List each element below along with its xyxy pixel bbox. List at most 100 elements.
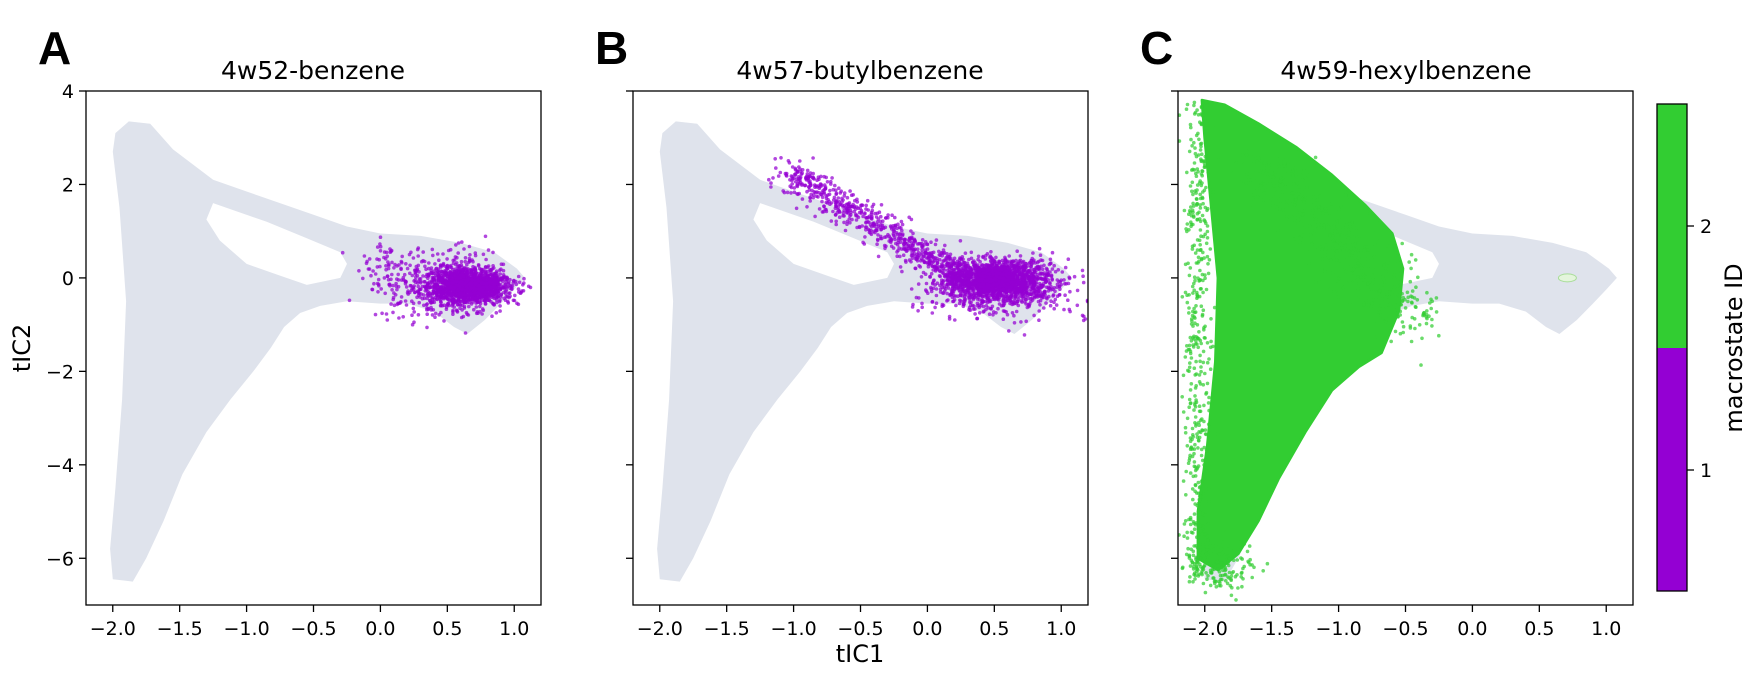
scatter-point <box>1049 288 1053 292</box>
scatter-point <box>972 264 977 268</box>
scatter-point <box>875 237 880 242</box>
scatter-point <box>508 291 512 295</box>
scatter-point <box>397 316 401 320</box>
scatter-point <box>899 219 904 224</box>
scatter-point <box>501 268 506 273</box>
scatter-point <box>472 272 476 277</box>
scatter-point <box>390 260 394 265</box>
scatter-point <box>1017 286 1021 291</box>
scatter-point <box>483 234 488 239</box>
scatter-point <box>916 309 920 313</box>
scatter-point <box>1326 255 1331 260</box>
scatter-point <box>469 292 474 296</box>
scatter-point <box>946 263 950 268</box>
scatter-point <box>931 268 935 272</box>
scatter-point <box>489 272 493 277</box>
scatter-point <box>1197 423 1201 428</box>
scatter-point <box>948 270 953 274</box>
scatter-point <box>945 291 949 296</box>
scatter-point <box>979 267 984 272</box>
scatter-point <box>910 236 914 241</box>
scatter-point <box>989 292 994 297</box>
scatter-point <box>393 262 397 267</box>
scatter-point <box>1057 280 1061 284</box>
scatter-point <box>934 287 939 291</box>
scatter-point <box>367 267 372 271</box>
scatter-point <box>965 280 969 285</box>
scatter-point <box>1039 264 1043 269</box>
scatter-point <box>405 266 410 271</box>
scatter-point <box>1067 307 1072 312</box>
scatter-point <box>990 261 994 265</box>
scatter-point <box>895 232 900 237</box>
scatter-point <box>479 296 484 300</box>
scatter-point <box>983 257 988 261</box>
scatter-point <box>1053 297 1058 302</box>
scatter-point <box>394 284 399 289</box>
scatter-point <box>834 192 838 196</box>
scatter-point <box>1216 432 1220 436</box>
scatter-point <box>792 186 797 190</box>
scatter-point <box>1005 282 1010 286</box>
x-tick-label: 0.0 <box>365 618 395 640</box>
scatter-point <box>913 238 917 243</box>
scatter-point <box>957 261 962 265</box>
scatter-point <box>1006 271 1011 276</box>
scatter-point <box>922 259 926 264</box>
scatter-point <box>1022 287 1026 292</box>
scatter-point <box>443 289 448 294</box>
scatter-point <box>378 235 383 239</box>
scatter-point <box>480 307 485 311</box>
scatter-point <box>917 264 921 268</box>
scatter-point <box>909 229 913 233</box>
scatter-point <box>985 278 989 283</box>
scatter-point <box>859 210 864 214</box>
scatter-point <box>884 235 888 239</box>
scatter-point <box>1401 324 1406 329</box>
scatter-point <box>409 284 413 288</box>
scatter-point <box>988 255 992 260</box>
scatter-point <box>462 304 467 309</box>
scatter-point <box>473 253 478 258</box>
scatter-point <box>916 253 921 258</box>
scatter-point <box>452 305 457 309</box>
scatter-point <box>1027 296 1031 301</box>
scatter-point <box>451 261 456 266</box>
scatter-point <box>1034 266 1038 271</box>
scatter-point <box>767 177 771 182</box>
scatter-point <box>798 175 803 180</box>
scatter-point <box>950 295 955 300</box>
scatter-point <box>1305 247 1309 252</box>
scatter-point <box>456 288 461 293</box>
scatter-point <box>1308 200 1313 205</box>
scatter-point <box>1209 339 1213 344</box>
scatter-point <box>378 242 382 246</box>
scatter-point <box>1206 170 1210 175</box>
scatter-point <box>1047 262 1052 267</box>
scatter-point <box>391 283 395 288</box>
scatter-point <box>1042 306 1046 310</box>
scatter-point <box>492 302 497 307</box>
scatter-point <box>1403 297 1407 302</box>
scatter-point <box>1330 202 1334 206</box>
scatter-point <box>392 266 396 270</box>
scatter-point <box>873 211 877 216</box>
scatter-point <box>1016 291 1020 295</box>
scatter-point <box>1408 279 1413 284</box>
scatter-point <box>1364 298 1368 303</box>
scatter-point <box>934 301 939 306</box>
scatter-point <box>945 268 950 273</box>
scatter-point <box>1050 277 1054 281</box>
scatter-point <box>1269 198 1273 202</box>
scatter-point <box>833 183 837 188</box>
scatter-point <box>498 309 502 313</box>
scatter-point <box>454 261 459 265</box>
scatter-point <box>836 196 841 200</box>
scatter-point <box>431 289 436 294</box>
scatter-point <box>470 300 475 304</box>
scatter-point <box>1327 225 1331 229</box>
scatter-point <box>951 258 955 263</box>
scatter-point <box>800 182 804 186</box>
scatter-point <box>483 302 488 306</box>
scatter-point <box>384 264 388 268</box>
